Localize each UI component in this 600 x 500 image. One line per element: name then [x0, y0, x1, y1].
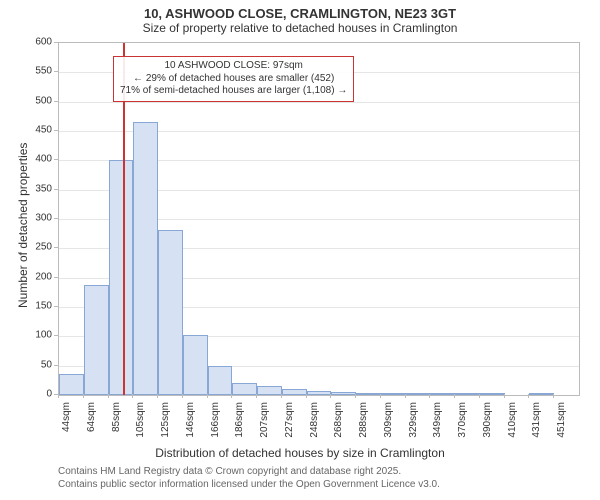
- histogram-bar: [282, 389, 307, 395]
- x-tick-label: 431sqm: [531, 402, 542, 447]
- y-tick-label: 0: [22, 389, 52, 400]
- x-tick-mark: [231, 394, 232, 398]
- footer-line-1: Contains HM Land Registry data © Crown c…: [58, 466, 440, 479]
- x-tick-mark: [256, 394, 257, 398]
- annotation-line-0: 10 ASHWOOD CLOSE: 97sqm: [120, 60, 347, 73]
- grid-line: [59, 102, 579, 103]
- x-tick-label: 390sqm: [482, 402, 493, 447]
- y-tick-mark: [54, 247, 58, 248]
- histogram-bar: [133, 122, 158, 395]
- x-tick-mark: [355, 394, 356, 398]
- x-tick-label: 451sqm: [556, 402, 567, 447]
- histogram-bar: [331, 392, 356, 395]
- x-tick-mark: [281, 394, 282, 398]
- y-tick-mark: [54, 306, 58, 307]
- y-tick-mark: [54, 71, 58, 72]
- y-tick-label: 100: [22, 330, 52, 341]
- x-tick-mark: [405, 394, 406, 398]
- histogram-bar: [208, 366, 233, 395]
- y-tick-mark: [54, 130, 58, 131]
- annotation-line-1: ← 29% of detached houses are smaller (45…: [120, 73, 347, 86]
- annotation-line-2: 71% of semi-detached houses are larger (…: [120, 85, 347, 98]
- x-tick-label: 227sqm: [284, 402, 295, 447]
- footer-attribution: Contains HM Land Registry data © Crown c…: [58, 466, 440, 491]
- x-tick-mark: [58, 394, 59, 398]
- x-tick-label: 64sqm: [86, 402, 97, 447]
- x-tick-mark: [553, 394, 554, 398]
- x-tick-mark: [330, 394, 331, 398]
- x-tick-mark: [479, 394, 480, 398]
- x-tick-label: 44sqm: [61, 402, 72, 447]
- x-tick-mark: [83, 394, 84, 398]
- y-axis-label: Number of detached properties: [16, 143, 30, 308]
- x-tick-mark: [504, 394, 505, 398]
- x-tick-label: 146sqm: [185, 402, 196, 447]
- y-tick-mark: [54, 277, 58, 278]
- x-tick-label: 370sqm: [457, 402, 468, 447]
- y-tick-mark: [54, 189, 58, 190]
- chart-subtitle: Size of property relative to detached ho…: [0, 21, 600, 37]
- y-tick-label: 450: [22, 125, 52, 136]
- x-tick-mark: [108, 394, 109, 398]
- annotation-box: 10 ASHWOOD CLOSE: 97sqm ← 29% of detache…: [113, 56, 354, 102]
- x-axis-label: Distribution of detached houses by size …: [0, 446, 600, 460]
- x-tick-mark: [157, 394, 158, 398]
- histogram-bar: [158, 230, 183, 395]
- y-tick-label: 500: [22, 95, 52, 106]
- y-tick-label: 600: [22, 37, 52, 48]
- histogram-bar: [257, 386, 282, 395]
- x-tick-label: 125sqm: [160, 402, 171, 447]
- histogram-bar: [381, 393, 406, 395]
- histogram-bar: [406, 393, 431, 395]
- x-tick-label: 329sqm: [408, 402, 419, 447]
- histogram-bar: [232, 383, 257, 395]
- x-tick-mark: [306, 394, 307, 398]
- x-tick-label: 288sqm: [358, 402, 369, 447]
- x-tick-label: 410sqm: [507, 402, 518, 447]
- x-tick-mark: [132, 394, 133, 398]
- y-tick-mark: [54, 365, 58, 366]
- x-tick-label: 105sqm: [135, 402, 146, 447]
- chart-title: 10, ASHWOOD CLOSE, CRAMLINGTON, NE23 3GT: [0, 0, 600, 21]
- histogram-bar: [59, 374, 84, 395]
- histogram-bar: [480, 393, 505, 395]
- y-tick-mark: [54, 218, 58, 219]
- x-tick-label: 248sqm: [309, 402, 320, 447]
- histogram-bar: [109, 160, 134, 395]
- x-tick-mark: [454, 394, 455, 398]
- x-tick-mark: [528, 394, 529, 398]
- y-tick-mark: [54, 101, 58, 102]
- x-tick-mark: [207, 394, 208, 398]
- y-tick-label: 50: [22, 359, 52, 370]
- histogram-bar: [455, 393, 480, 395]
- x-tick-label: 85sqm: [111, 402, 122, 447]
- footer-line-2: Contains public sector information licen…: [58, 479, 440, 492]
- chart-container: 10, ASHWOOD CLOSE, CRAMLINGTON, NE23 3GT…: [0, 0, 600, 500]
- x-tick-label: 268sqm: [333, 402, 344, 447]
- y-tick-mark: [54, 159, 58, 160]
- x-tick-mark: [380, 394, 381, 398]
- x-tick-label: 207sqm: [259, 402, 270, 447]
- x-tick-label: 309sqm: [383, 402, 394, 447]
- x-tick-label: 186sqm: [234, 402, 245, 447]
- x-tick-mark: [182, 394, 183, 398]
- histogram-bar: [430, 393, 455, 395]
- histogram-bar: [307, 391, 332, 395]
- x-tick-mark: [429, 394, 430, 398]
- x-tick-label: 349sqm: [432, 402, 443, 447]
- y-tick-label: 550: [22, 66, 52, 77]
- histogram-bar: [84, 285, 109, 395]
- histogram-bar: [529, 393, 554, 395]
- histogram-bar: [183, 335, 208, 395]
- y-tick-mark: [54, 42, 58, 43]
- y-tick-mark: [54, 335, 58, 336]
- histogram-bar: [356, 393, 381, 395]
- x-tick-label: 166sqm: [210, 402, 221, 447]
